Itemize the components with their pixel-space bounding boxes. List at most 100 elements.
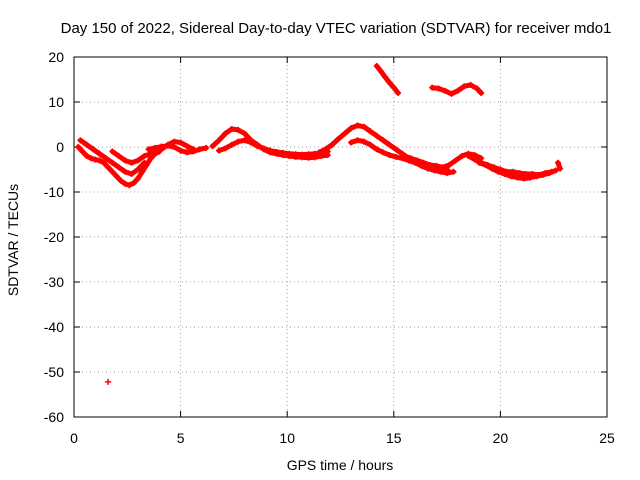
data-point	[247, 139, 254, 146]
data-point	[448, 90, 455, 97]
data-point	[122, 168, 129, 175]
data-point	[152, 150, 159, 157]
data-point	[305, 151, 312, 158]
data-point	[128, 171, 135, 177]
data-point	[134, 175, 141, 182]
data-point	[461, 83, 468, 90]
y-tick-label: -30	[44, 274, 64, 290]
data-point	[241, 137, 248, 144]
data-point	[105, 164, 112, 171]
data-point	[354, 137, 361, 144]
data-point	[79, 148, 86, 155]
data-point	[183, 149, 190, 156]
data-point	[254, 143, 261, 150]
data-point	[444, 170, 451, 177]
data-point	[467, 81, 474, 88]
data-point	[367, 128, 374, 135]
y-tick-label: -40	[44, 319, 64, 335]
data-point	[360, 123, 367, 130]
data-point	[341, 130, 348, 137]
data-point	[96, 157, 103, 164]
data-point	[177, 139, 184, 146]
data-point	[177, 147, 184, 154]
y-axis-label: SDTVAR / TECUs	[5, 184, 21, 296]
data-point	[527, 174, 534, 181]
data-point	[235, 126, 242, 133]
data-point	[501, 171, 508, 177]
series-line	[146, 143, 209, 155]
x-axis-label: GPS time / hours	[287, 457, 394, 473]
data-point	[228, 141, 235, 148]
data-point	[260, 145, 267, 152]
data-point	[516, 170, 523, 177]
data-point	[386, 79, 393, 86]
series-line	[374, 63, 401, 96]
data-point	[83, 141, 90, 148]
data-point	[139, 168, 146, 175]
x-tick-label: 5	[177, 430, 185, 446]
data-point	[373, 146, 380, 153]
data-point	[401, 153, 408, 159]
data-point	[348, 125, 355, 132]
data-point	[134, 166, 141, 173]
data-point	[102, 155, 109, 162]
data-point	[414, 157, 421, 164]
data-point	[267, 147, 274, 154]
data-point	[420, 159, 427, 166]
axis-ticks: 0 5 10 15 20 25 20 10 0 -10 -20 -30 -40 -50 -60	[44, 49, 615, 446]
data-point	[335, 135, 342, 142]
data-point	[476, 159, 483, 166]
data-point	[222, 145, 229, 152]
y-tick-label: 0	[56, 139, 64, 155]
data-point	[533, 173, 540, 180]
data-point	[554, 159, 561, 166]
data-point	[378, 68, 385, 75]
data-point	[322, 146, 329, 153]
data-point	[279, 149, 286, 156]
data-point	[196, 146, 203, 153]
data-point	[90, 146, 97, 153]
data-point	[75, 144, 82, 150]
data-point	[171, 138, 178, 145]
x-tick-label: 25	[599, 430, 615, 446]
data-point	[122, 180, 129, 187]
data-point	[514, 174, 521, 181]
data-point	[88, 155, 95, 162]
data-point	[482, 162, 489, 168]
data-point	[395, 90, 402, 96]
x-tick-label: 10	[279, 430, 295, 446]
data-point	[508, 173, 515, 180]
data-point	[520, 175, 527, 182]
y-tick-label: 10	[48, 94, 64, 110]
data-point	[241, 130, 248, 137]
data-point	[100, 159, 107, 166]
data-point	[215, 137, 222, 144]
data-point	[392, 146, 399, 153]
data-point	[435, 85, 442, 92]
data-point	[164, 141, 171, 148]
data-point	[273, 148, 280, 155]
x-tick-label: 20	[493, 430, 509, 446]
data-point	[235, 138, 242, 145]
data-point	[373, 132, 380, 139]
data-point	[134, 157, 141, 164]
data-point	[546, 170, 553, 177]
data-point	[77, 137, 84, 144]
series-trace-o	[429, 82, 484, 97]
data-point	[292, 151, 299, 158]
data-point	[380, 137, 387, 144]
data-point	[92, 156, 99, 163]
data-point	[407, 155, 414, 162]
data-point	[105, 378, 112, 385]
data-point	[431, 167, 438, 174]
data-point	[348, 139, 355, 146]
data-point	[465, 153, 472, 159]
data-point	[222, 130, 229, 137]
data-point	[203, 144, 210, 151]
data-point	[386, 141, 393, 148]
data-point	[109, 168, 116, 175]
data-point	[117, 177, 124, 184]
data-point	[228, 126, 235, 132]
plot-frame	[73, 56, 608, 418]
y-tick-label: -50	[44, 364, 64, 380]
